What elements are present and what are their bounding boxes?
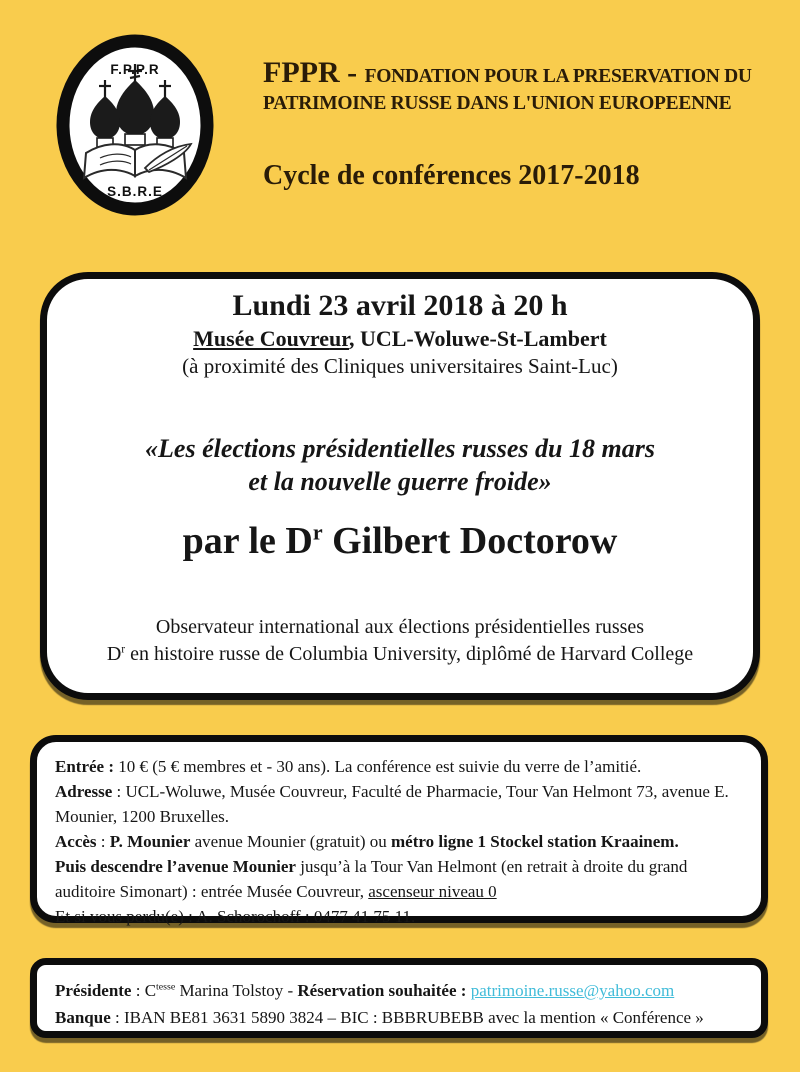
lost-contact-line: Et si vous perdu(e) : A. Schorochoff : 0…	[55, 907, 416, 926]
event-venue-note: (à proximité des Cliniques universitaire…	[182, 354, 618, 378]
orthodox-crosses-icon	[99, 64, 171, 98]
address-line: Adresse : UCL-Woluwe, Musée Couvreur, Fa…	[55, 782, 729, 826]
venue-name: Musée Couvreur	[193, 326, 349, 351]
logo-top-text: F.P.P.R	[110, 62, 159, 77]
bank-line: Banque : IBAN BE81 3631 5890 3824 – BIC …	[55, 1008, 704, 1027]
access-line: Accès : P. Mounier avenue Mounier (gratu…	[55, 832, 679, 851]
fppr-logo-icon: F.P.P.R S.B.R.E	[56, 34, 214, 216]
fppr-logo: F.P.P.R S.B.R.E	[55, 34, 215, 216]
conference-cycle-title: Cycle de conférences 2017-2018	[263, 160, 640, 191]
event-venue: Musée Couvreur, UCL-Woluwe-St-Lambert	[193, 326, 607, 351]
org-abbr: FPPR -	[263, 56, 365, 89]
entry-fee-line: Entrée : 10 € (5 € membres et - 30 ans).…	[55, 757, 642, 776]
event-datetime: Lundi 23 avril 2018 à 20 h	[232, 289, 568, 322]
org-name-line1: FPPR - FONDATION POUR LA PRESERVATION DU	[263, 56, 752, 89]
onion-domes-icon	[90, 80, 180, 139]
reservation-email-link[interactable]: patrimoine.russe@yahoo.com	[470, 981, 675, 1000]
header: FPPR - FONDATION POUR LA PRESERVATION DU…	[263, 58, 763, 192]
logo-bottom-text: S.B.R.E	[107, 184, 163, 199]
speaker-bio: Observateur international aux élections …	[106, 616, 694, 665]
speaker-name: par le Dr Gilbert Doctorow	[182, 519, 618, 562]
event-box: Lundi 23 avril 2018 à 20 h Musée Couvreu…	[40, 272, 760, 700]
presidente-line: Présidente : Ctesse Marina Tolstoy - Rés…	[55, 981, 675, 1000]
org-name-line2: PATRIMOINE RUSSE DANS L'UNION EUROPEENNE	[263, 93, 732, 114]
quill-feather-icon	[143, 142, 193, 174]
lecture-title: «Les élections présidentielles russes du…	[145, 434, 655, 496]
practical-info-box: Entrée : 10 € (5 € membres et - 30 ans).…	[30, 735, 768, 926]
directions-line: Puis descendre l’avenue Mounier jusqu’à …	[55, 857, 688, 901]
contact-box: Présidente : Ctesse Marina Tolstoy - Rés…	[30, 958, 768, 1038]
